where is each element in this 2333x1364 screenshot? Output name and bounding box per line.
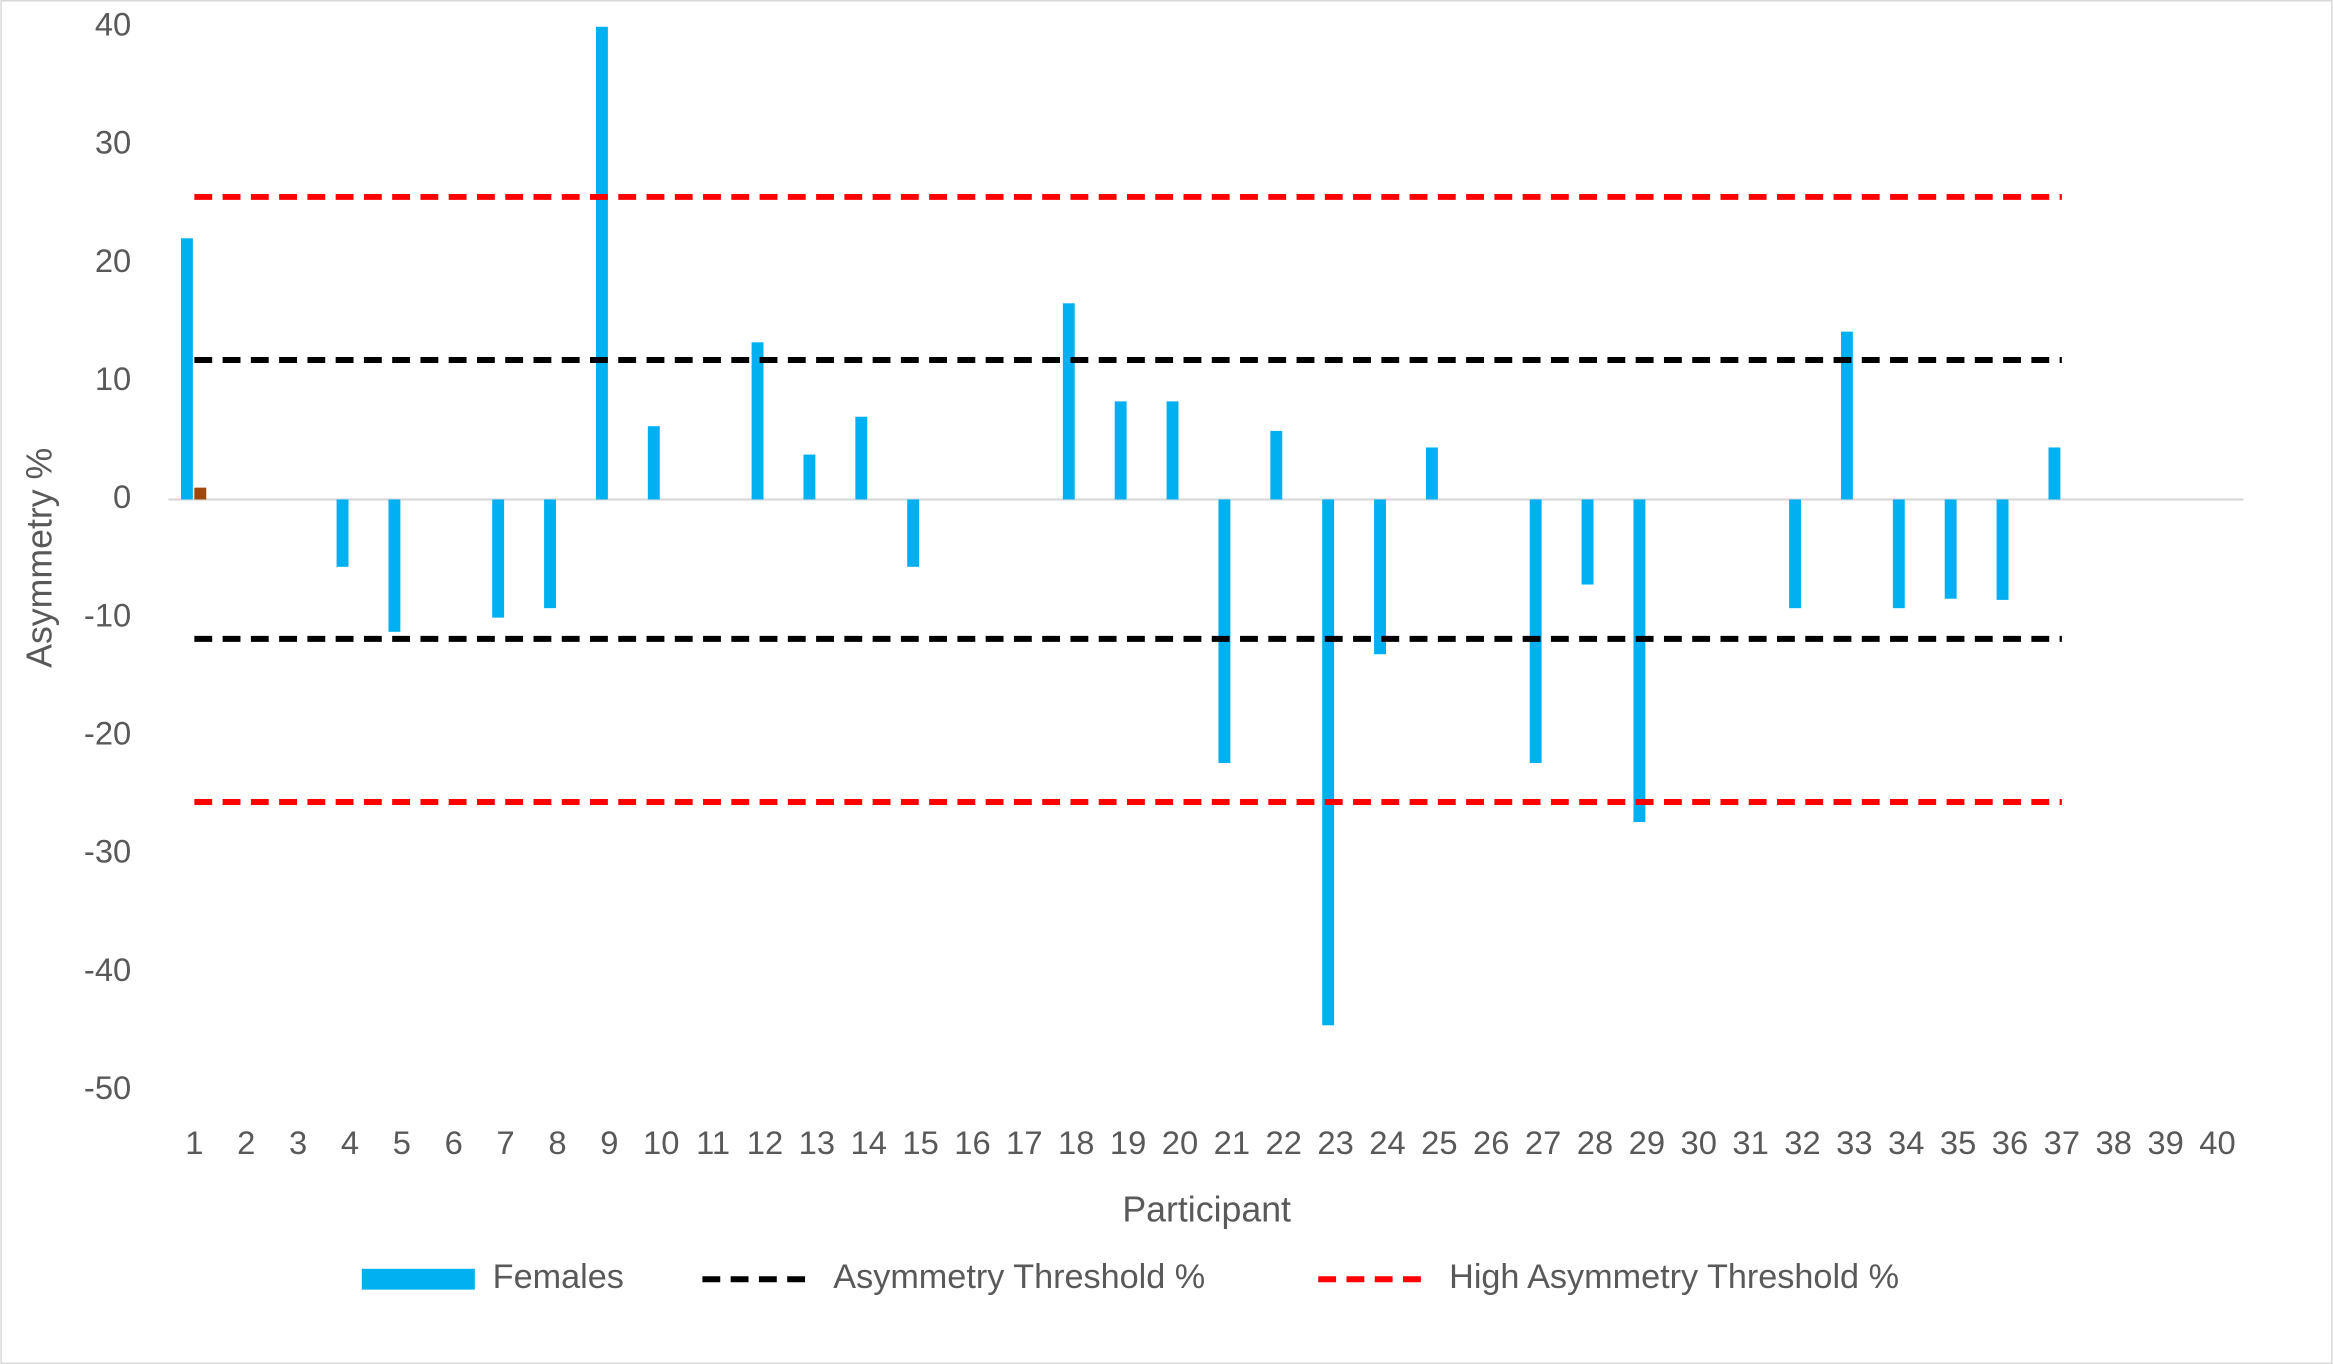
- y-tick-label: 20: [95, 242, 131, 279]
- x-tick-label: 38: [2096, 1124, 2132, 1161]
- bar: [1892, 499, 1905, 609]
- x-tick-label: 29: [1629, 1124, 1665, 1161]
- legend-label: Asymmetry Threshold %: [833, 1258, 1205, 1296]
- x-tick-label: 13: [799, 1124, 835, 1161]
- bar: [751, 342, 764, 500]
- x-tick-label: 33: [1836, 1124, 1872, 1161]
- x-tick-label: 21: [1214, 1124, 1250, 1161]
- x-tick-label: 8: [548, 1124, 566, 1161]
- bar: [647, 426, 660, 500]
- x-tick-label: 11: [696, 1124, 730, 1161]
- x-tick-label: 24: [1369, 1124, 1405, 1161]
- bar: [1218, 499, 1231, 763]
- x-tick-label: 22: [1266, 1124, 1302, 1161]
- y-tick-label: 40: [95, 5, 131, 42]
- bar: [1581, 499, 1594, 585]
- y-tick-label: 30: [95, 124, 131, 161]
- bar: [907, 499, 920, 567]
- x-tick-label: 4: [341, 1124, 359, 1161]
- x-axis-title: Participant: [1122, 1190, 1291, 1230]
- bar: [1944, 499, 1957, 599]
- bar: [180, 238, 193, 500]
- y-axis-title: Asymmetry %: [19, 448, 59, 668]
- legend-swatch: [361, 1268, 475, 1290]
- bar: [803, 454, 816, 500]
- x-tick-label: 36: [1992, 1124, 2028, 1161]
- bar: [855, 416, 868, 500]
- legend-label: Females: [493, 1258, 624, 1296]
- bar: [1633, 499, 1646, 823]
- x-tick-label: 31: [1732, 1124, 1768, 1161]
- x-tick-label: 18: [1058, 1124, 1094, 1161]
- bar: [595, 26, 608, 500]
- x-tick-label: 32: [1784, 1124, 1820, 1161]
- x-tick-label: 23: [1317, 1124, 1353, 1161]
- x-tick-label: 26: [1473, 1124, 1509, 1161]
- x-tick-label: 30: [1681, 1124, 1717, 1161]
- bar: [1840, 331, 1853, 500]
- bar: [1114, 401, 1127, 500]
- bar: [1529, 499, 1542, 763]
- x-tick-label: 3: [289, 1124, 307, 1161]
- x-tick-label: 19: [1110, 1124, 1146, 1161]
- x-tick-label: 28: [1577, 1124, 1613, 1161]
- bar: [1270, 430, 1283, 500]
- x-tick-label: 34: [1888, 1124, 1924, 1161]
- bar: [336, 499, 349, 567]
- x-tick-label: 2: [237, 1124, 255, 1161]
- y-tick-label: -30: [84, 833, 131, 870]
- bar: [1374, 499, 1386, 655]
- x-tick-label: 6: [445, 1124, 463, 1161]
- y-tick-label: -20: [84, 714, 131, 751]
- y-tick-label: 0: [113, 478, 131, 515]
- bar: [1996, 499, 2009, 600]
- bar: [1322, 499, 1335, 1026]
- y-tick-label: 10: [95, 360, 131, 397]
- x-tick-label: 20: [1162, 1124, 1198, 1161]
- x-tick-label: 40: [2199, 1124, 2235, 1161]
- bar: [2048, 447, 2061, 500]
- y-tick-label: -10: [84, 596, 131, 633]
- x-tick-label: 7: [497, 1124, 515, 1161]
- x-tick-label: 5: [393, 1124, 411, 1161]
- x-tick-label: 10: [643, 1124, 679, 1161]
- bar: [388, 499, 401, 632]
- y-tick-label: -50: [84, 1069, 131, 1106]
- x-tick-label: 17: [1006, 1124, 1042, 1161]
- x-tick-label: 35: [1940, 1124, 1976, 1161]
- bar: [194, 487, 207, 500]
- x-tick-label: 15: [902, 1124, 938, 1161]
- x-tick-label: 9: [600, 1124, 618, 1161]
- bar: [1062, 303, 1075, 500]
- x-tick-label: 37: [2044, 1124, 2080, 1161]
- x-tick-label: 25: [1421, 1124, 1457, 1161]
- bar: [544, 499, 556, 609]
- x-tick-label: 14: [851, 1124, 887, 1161]
- y-tick-label: -40: [84, 951, 131, 988]
- legend-label: High Asymmetry Threshold %: [1449, 1258, 1899, 1296]
- bar: [1166, 401, 1179, 500]
- x-tick-label: 16: [954, 1124, 990, 1161]
- x-tick-label: 27: [1525, 1124, 1561, 1161]
- bar: [492, 499, 505, 618]
- bar: [1789, 499, 1801, 609]
- x-tick-label: 1: [185, 1124, 203, 1161]
- bar: [1425, 447, 1438, 500]
- x-tick-label: 12: [747, 1124, 783, 1161]
- x-tick-label: 39: [2147, 1124, 2183, 1161]
